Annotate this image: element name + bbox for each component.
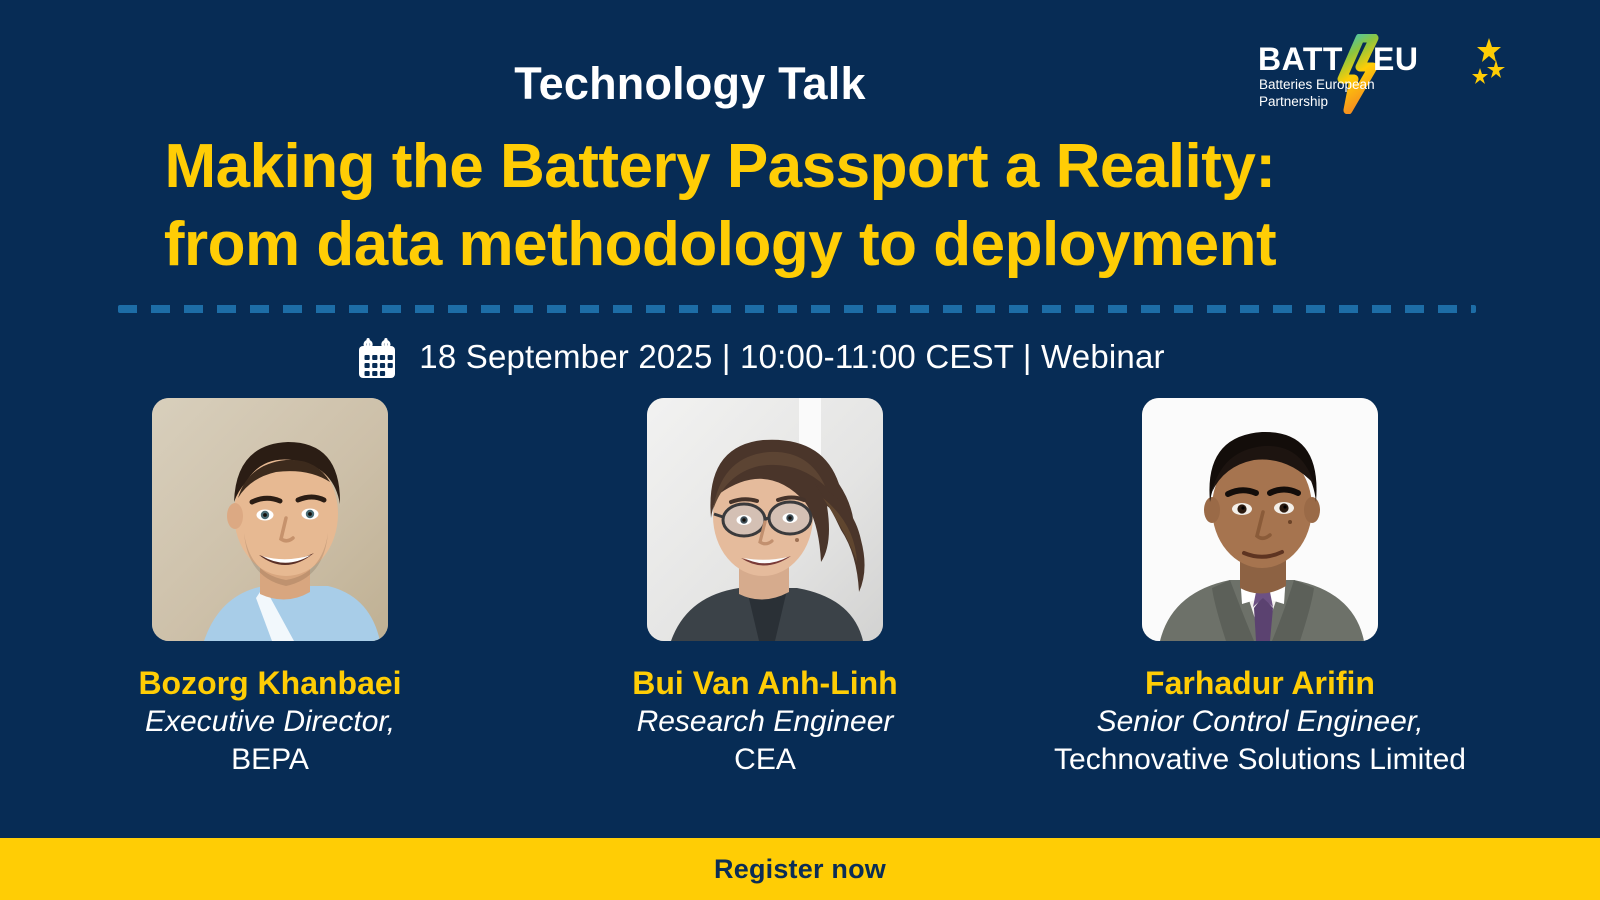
dashed-divider [118,305,1476,313]
avatar [1142,398,1378,641]
speaker-organisation: BEPA [231,743,309,776]
speaker-organisation: Technovative Solutions Limited [1054,743,1466,776]
batt4eu-logo: BATT EU Batteries European Partnership [1256,34,1508,114]
page-title-line-1: Making the Battery Passport a Reality: [164,132,1276,201]
svg-text:Batteries European: Batteries European [1259,77,1375,92]
speakers-row: Bozorg Khanbaei Executive Director, BEPA [30,398,1500,779]
calendar-icon [359,338,396,378]
page-kicker: Technology Talk [514,58,866,109]
svg-text:BATT: BATT [1258,41,1343,77]
event-details-row: 18 September 2025 | 10:00-11:00 CEST | W… [0,334,1520,380]
svg-text:EU: EU [1373,41,1418,77]
register-now-button[interactable]: Register now [0,838,1600,900]
speaker-role: Senior Control Engineer, [1096,705,1424,738]
speaker-role: Executive Director, [144,705,396,738]
speaker-name: Bozorg Khanbaei [138,665,402,701]
batt4eu-logo-mark: BATT EU Batteries European Partnership [1258,34,1418,114]
portrait-bozorg-khanbaei [152,398,388,641]
speaker-card: Farhadur Arifin Senior Control Engineer,… [1020,398,1500,779]
speaker-card: Bozorg Khanbaei Executive Director, BEPA [30,398,510,779]
svg-text:Partnership: Partnership [1259,94,1328,109]
page-title: Making the Battery Passport a Reality: f… [0,128,1440,284]
eu-stars-icon [1472,38,1505,84]
speaker-name: Bui Van Anh-Linh [632,665,898,701]
speaker-role: Research Engineer [636,705,894,738]
portrait-farhadur-arifin [1142,398,1378,641]
avatar [152,398,388,641]
speaker-name: Farhadur Arifin [1145,665,1375,701]
speaker-card: Bui Van Anh-Linh Research Engineer CEA [525,398,1005,779]
avatar [647,398,883,641]
page-title-line-2: from data methodology to deployment [163,210,1277,279]
speaker-organisation: CEA [734,743,796,776]
event-details-text: 18 September 2025 | 10:00-11:00 CEST | W… [419,338,1165,375]
portrait-bui-van-anh-linh [647,398,883,641]
register-now-label: Register now [714,853,886,884]
